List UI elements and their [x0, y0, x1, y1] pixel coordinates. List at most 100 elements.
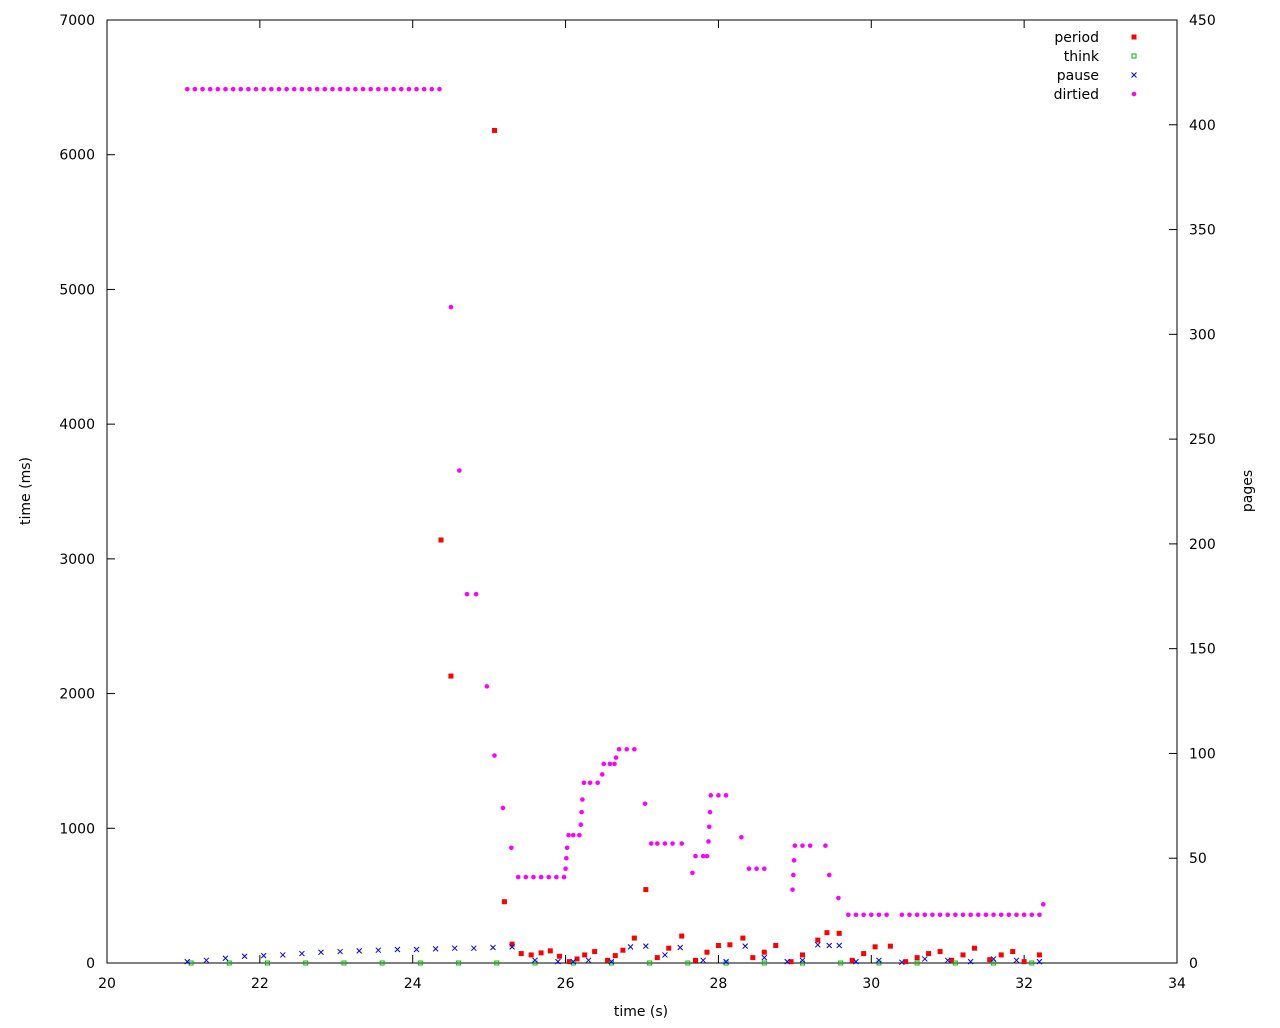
point: [577, 832, 582, 838]
point: [1010, 949, 1016, 955]
point: [437, 86, 442, 92]
point: [1021, 959, 1027, 965]
point: [1029, 912, 1035, 918]
point: [693, 853, 698, 859]
y-tick-label: 2000: [59, 687, 95, 703]
point: [501, 899, 507, 905]
point: [585, 957, 592, 964]
point: [723, 793, 729, 798]
point: [515, 874, 521, 880]
point: [679, 933, 685, 939]
point: [563, 866, 568, 871]
point: [356, 948, 363, 954]
point: [391, 86, 396, 92]
point: [846, 912, 851, 918]
point: [1014, 912, 1019, 918]
point: [492, 753, 497, 758]
point: [341, 960, 347, 966]
point: [716, 793, 721, 798]
x-tick-label: 26: [557, 976, 575, 992]
point: [784, 958, 791, 965]
point: [670, 841, 675, 846]
point: [307, 86, 312, 92]
point: [438, 537, 444, 543]
point: [792, 843, 798, 848]
point: [944, 957, 951, 964]
point: [791, 858, 797, 863]
point: [406, 86, 412, 92]
point: [727, 942, 733, 948]
y2-tick-label: 100: [1189, 746, 1216, 762]
point: [299, 86, 305, 92]
point: [337, 948, 343, 955]
point: [299, 950, 305, 957]
point: [620, 947, 626, 953]
y2-tick-label: 450: [1189, 13, 1216, 29]
point: [990, 956, 997, 962]
plot-frame: [106, 19, 1178, 964]
point: [642, 801, 648, 807]
point: [1029, 960, 1035, 966]
point: [531, 874, 536, 880]
point: [761, 960, 767, 966]
point: [836, 942, 843, 949]
point: [1013, 957, 1020, 964]
point: [314, 86, 320, 92]
point: [276, 86, 282, 92]
point: [631, 935, 637, 941]
point: [345, 86, 351, 92]
point: [690, 870, 695, 876]
point: [983, 912, 989, 918]
point: [238, 86, 244, 92]
x-tick-label: 22: [251, 976, 269, 992]
point: [490, 944, 496, 951]
point: [739, 834, 744, 840]
point: [1036, 958, 1043, 965]
point: [616, 746, 622, 752]
point: [914, 960, 920, 966]
legend-label: period: [1054, 30, 1099, 46]
point: [930, 912, 935, 918]
point: [246, 86, 251, 92]
x-axis-label: time (s): [614, 1004, 668, 1020]
x-tick-label: 24: [404, 976, 422, 992]
point: [555, 958, 561, 965]
point: [685, 960, 691, 966]
point: [222, 955, 229, 962]
point: [451, 945, 458, 952]
point: [952, 960, 958, 966]
point: [740, 935, 746, 941]
point: [861, 951, 867, 957]
point: [884, 912, 889, 918]
point: [360, 86, 366, 92]
point: [838, 960, 844, 966]
point: [706, 839, 711, 844]
legend-marker: [1131, 53, 1137, 59]
point: [953, 912, 958, 918]
point: [807, 843, 813, 848]
point: [700, 853, 706, 859]
point: [872, 944, 878, 950]
legend-label: dirtied: [1054, 87, 1099, 103]
point: [260, 952, 267, 959]
point: [868, 912, 874, 918]
point: [580, 797, 585, 802]
point: [330, 86, 335, 92]
point: [184, 958, 191, 965]
point: [581, 780, 587, 786]
y2-tick-label: 50: [1189, 851, 1207, 867]
point: [815, 937, 821, 943]
point: [746, 866, 752, 871]
point: [960, 952, 966, 958]
y-tick-label: 1000: [59, 821, 95, 837]
point: [991, 960, 997, 966]
point: [647, 960, 653, 966]
point: [464, 591, 470, 597]
point: [1036, 952, 1042, 958]
point: [612, 761, 617, 767]
point: [184, 86, 190, 92]
point: [322, 86, 328, 92]
point: [991, 912, 996, 918]
y-tick-label: 3000: [59, 552, 95, 568]
point: [715, 942, 721, 948]
